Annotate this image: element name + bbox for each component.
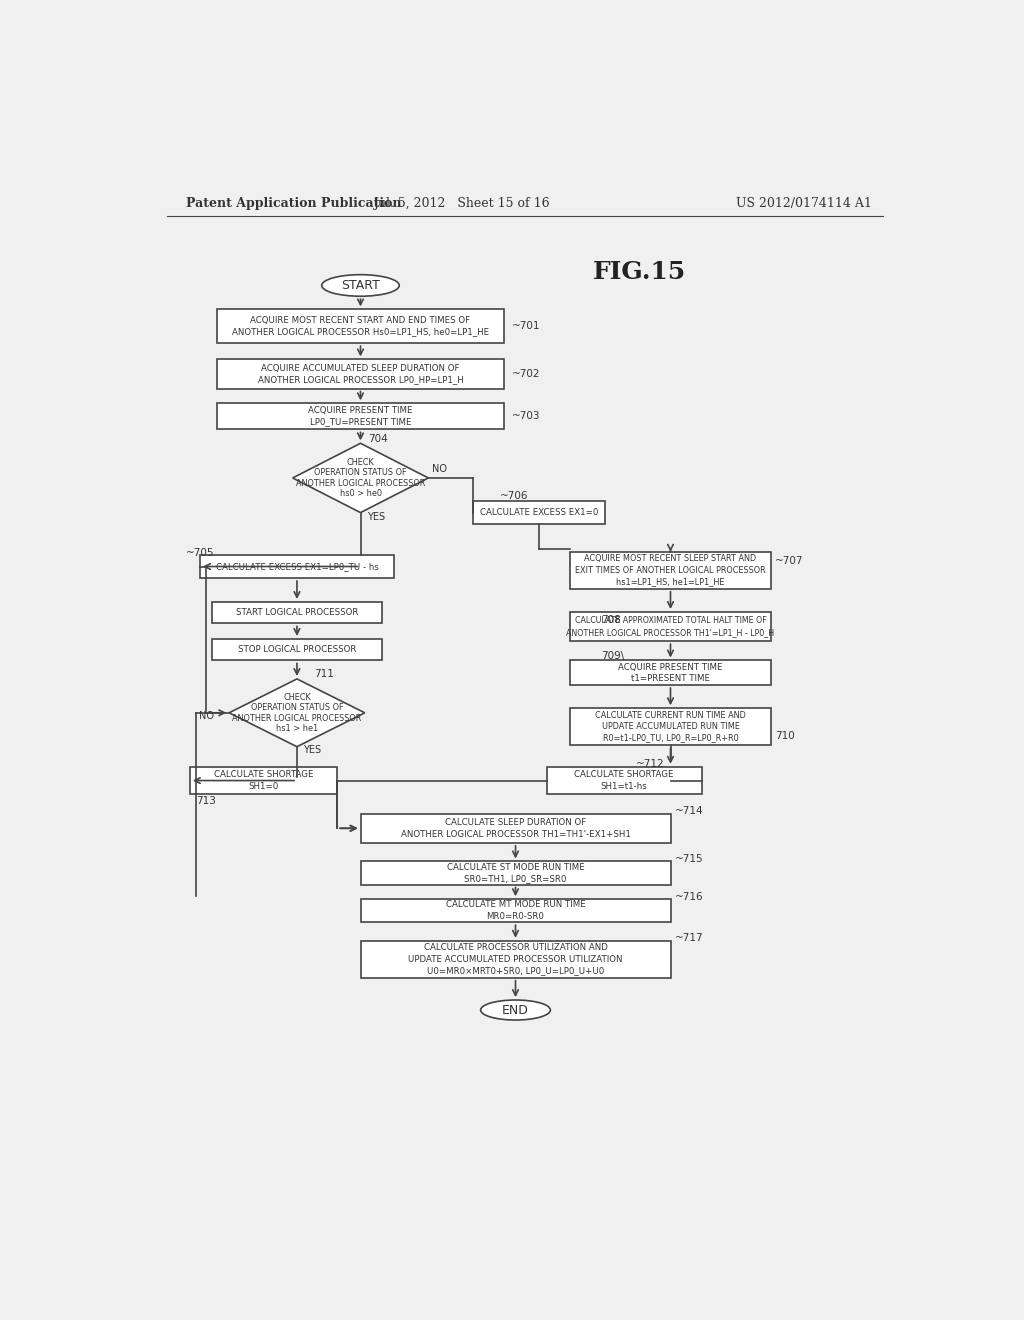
Bar (569, 552, 771, 589)
Text: ACQUIRE MOST RECENT START AND END TIMES OF
ANOTHER LOGICAL PROCESSOR Hs0=LP1_HS,: ACQUIRE MOST RECENT START AND END TIMES … (232, 315, 489, 337)
Text: Jul. 5, 2012   Sheet 15 of 16: Jul. 5, 2012 Sheet 15 of 16 (373, 197, 550, 210)
Text: ~707: ~707 (775, 556, 804, 566)
Text: 704: 704 (369, 434, 388, 445)
Bar (217, 309, 504, 343)
Text: 711: 711 (314, 669, 334, 680)
Text: ~716: ~716 (675, 892, 703, 902)
Bar (569, 612, 771, 642)
Bar (360, 899, 671, 923)
Text: ~712: ~712 (636, 759, 665, 768)
Text: STOP LOGICAL PROCESSOR: STOP LOGICAL PROCESSOR (238, 645, 356, 655)
Text: NO: NO (432, 463, 447, 474)
Bar (360, 941, 671, 978)
Ellipse shape (480, 1001, 550, 1020)
Bar (569, 660, 771, 685)
Text: CALCULATE EXCESS EX1=LP0_TU - hs: CALCULATE EXCESS EX1=LP0_TU - hs (215, 562, 379, 572)
Text: CHECK
OPERATION STATUS OF
ANOTHER LOGICAL PROCESSOR
hs0 > he0: CHECK OPERATION STATUS OF ANOTHER LOGICA… (296, 458, 425, 498)
Text: CALCULATE CURRENT RUN TIME AND
UPDATE ACCUMULATED RUN TIME
R0=t1-LP0_TU, LP0_R=L: CALCULATE CURRENT RUN TIME AND UPDATE AC… (595, 710, 745, 743)
Text: CALCULATE SLEEP DURATION OF
ANOTHER LOGICAL PROCESSOR TH1=TH1'-EX1+SH1: CALCULATE SLEEP DURATION OF ANOTHER LOGI… (400, 818, 631, 838)
Text: NO: NO (200, 711, 214, 721)
Text: CALCULATE SHORTAGE
SH1=t1-hs: CALCULATE SHORTAGE SH1=t1-hs (574, 771, 674, 791)
Bar (569, 708, 771, 744)
Bar (360, 862, 671, 884)
Text: FIG.15: FIG.15 (593, 260, 686, 284)
Text: ~701: ~701 (512, 321, 540, 331)
Text: ~705: ~705 (186, 548, 215, 557)
Text: YES: YES (367, 512, 385, 523)
Text: 710: 710 (775, 731, 795, 741)
Text: Patent Application Publication: Patent Application Publication (186, 197, 401, 210)
Bar (212, 602, 382, 623)
Text: ~714: ~714 (675, 807, 703, 816)
Text: ~715: ~715 (675, 854, 703, 865)
Text: 709\: 709\ (601, 651, 624, 661)
Polygon shape (293, 444, 428, 512)
Bar (360, 813, 671, 843)
Bar (473, 502, 604, 524)
Text: ~702: ~702 (512, 370, 540, 379)
Text: 713: 713 (197, 796, 216, 805)
Ellipse shape (322, 275, 399, 296)
Bar (212, 639, 382, 660)
Polygon shape (229, 678, 365, 747)
Text: CALCULATE ST MODE RUN TIME
SR0=TH1, LP0_SR=SR0: CALCULATE ST MODE RUN TIME SR0=TH1, LP0_… (446, 863, 585, 883)
Text: CALCULATE SHORTAGE
SH1=0: CALCULATE SHORTAGE SH1=0 (214, 771, 313, 791)
Text: ~706: ~706 (500, 491, 528, 500)
Text: START: START (341, 279, 380, 292)
Text: 708: 708 (601, 615, 621, 626)
Text: CHECK
OPERATION STATUS OF
ANOTHER LOGICAL PROCESSOR
hs1 > he1: CHECK OPERATION STATUS OF ANOTHER LOGICA… (232, 693, 361, 733)
Text: ACQUIRE MOST RECENT SLEEP START AND
EXIT TIMES OF ANOTHER LOGICAL PROCESSOR
hs1=: ACQUIRE MOST RECENT SLEEP START AND EXIT… (575, 554, 766, 586)
Bar (217, 359, 504, 388)
Text: START LOGICAL PROCESSOR: START LOGICAL PROCESSOR (236, 609, 358, 618)
Text: CALCULATE EXCESS EX1=0: CALCULATE EXCESS EX1=0 (479, 508, 598, 517)
Text: ~703: ~703 (512, 412, 540, 421)
Bar (200, 554, 394, 578)
Text: CALCULATE PROCESSOR UTILIZATION AND
UPDATE ACCUMULATED PROCESSOR UTILIZATION
U0=: CALCULATE PROCESSOR UTILIZATION AND UPDA… (409, 944, 623, 975)
Bar (190, 767, 337, 795)
Text: CALCULATE APPROXIMATED TOTAL HALT TIME OF
ANOTHER LOGICAL PROCESSOR TH1'=LP1_H -: CALCULATE APPROXIMATED TOTAL HALT TIME O… (566, 616, 774, 636)
Text: ACQUIRE PRESENT TIME
t1=PRESENT TIME: ACQUIRE PRESENT TIME t1=PRESENT TIME (618, 663, 723, 682)
Text: US 2012/0174114 A1: US 2012/0174114 A1 (736, 197, 872, 210)
Text: CALCULATE MT MODE RUN TIME
MR0=R0-SR0: CALCULATE MT MODE RUN TIME MR0=R0-SR0 (445, 900, 586, 921)
Text: END: END (502, 1003, 529, 1016)
Bar (217, 404, 504, 429)
Bar (547, 767, 701, 795)
Text: ~717: ~717 (675, 933, 703, 942)
Text: ACQUIRE ACCUMULATED SLEEP DURATION OF
ANOTHER LOGICAL PROCESSOR LP0_HP=LP1_H: ACQUIRE ACCUMULATED SLEEP DURATION OF AN… (258, 364, 464, 384)
Text: ACQUIRE PRESENT TIME
LP0_TU=PRESENT TIME: ACQUIRE PRESENT TIME LP0_TU=PRESENT TIME (308, 407, 413, 426)
Text: YES: YES (303, 744, 322, 755)
